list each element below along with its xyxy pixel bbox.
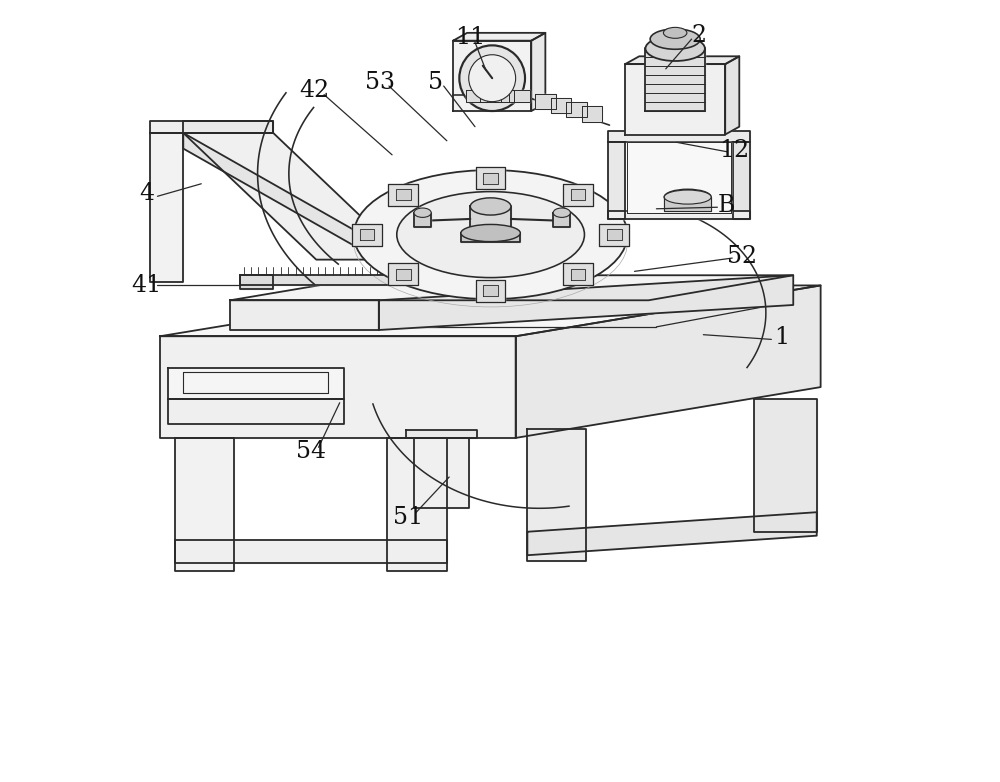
Ellipse shape	[664, 190, 711, 204]
Polygon shape	[527, 512, 817, 555]
Polygon shape	[476, 280, 505, 302]
Polygon shape	[183, 133, 406, 275]
Ellipse shape	[461, 224, 520, 242]
Polygon shape	[563, 184, 593, 206]
Polygon shape	[414, 213, 431, 227]
Polygon shape	[387, 438, 447, 571]
Polygon shape	[240, 275, 406, 285]
Circle shape	[459, 45, 525, 111]
Polygon shape	[396, 189, 411, 200]
Polygon shape	[396, 269, 411, 280]
Text: 51: 51	[393, 506, 423, 529]
Polygon shape	[466, 90, 487, 102]
Text: 52: 52	[727, 245, 757, 268]
Polygon shape	[483, 173, 498, 184]
Text: 2: 2	[692, 23, 707, 47]
Polygon shape	[183, 133, 406, 260]
Polygon shape	[531, 33, 545, 111]
Polygon shape	[625, 64, 725, 135]
Polygon shape	[168, 399, 344, 424]
Polygon shape	[388, 184, 418, 206]
Polygon shape	[470, 206, 511, 235]
Polygon shape	[516, 285, 821, 438]
Text: 11: 11	[455, 26, 485, 49]
Text: B: B	[718, 194, 735, 217]
Polygon shape	[566, 102, 587, 117]
Polygon shape	[453, 41, 531, 111]
Polygon shape	[160, 285, 821, 336]
Polygon shape	[406, 430, 477, 438]
Polygon shape	[551, 98, 571, 113]
Polygon shape	[582, 106, 602, 122]
Text: 12: 12	[719, 138, 750, 162]
Polygon shape	[168, 368, 344, 399]
Polygon shape	[509, 90, 530, 102]
Polygon shape	[175, 540, 447, 563]
Ellipse shape	[553, 208, 570, 217]
Polygon shape	[645, 48, 705, 111]
Ellipse shape	[663, 27, 687, 38]
Polygon shape	[160, 336, 516, 438]
Polygon shape	[360, 229, 374, 240]
Polygon shape	[563, 264, 593, 285]
Polygon shape	[240, 275, 273, 289]
Polygon shape	[175, 438, 234, 571]
Polygon shape	[150, 133, 183, 282]
Polygon shape	[414, 438, 469, 508]
Polygon shape	[230, 300, 379, 330]
Text: 54: 54	[296, 440, 326, 464]
Text: 4: 4	[139, 182, 154, 206]
Polygon shape	[733, 142, 750, 219]
Polygon shape	[150, 121, 273, 133]
Polygon shape	[183, 372, 328, 393]
Polygon shape	[608, 142, 625, 219]
Polygon shape	[453, 33, 545, 41]
Polygon shape	[494, 90, 514, 102]
Polygon shape	[625, 56, 739, 64]
Ellipse shape	[664, 189, 711, 205]
Polygon shape	[553, 213, 570, 227]
Ellipse shape	[470, 198, 511, 215]
Polygon shape	[664, 197, 711, 211]
Polygon shape	[461, 233, 520, 242]
Ellipse shape	[650, 29, 700, 49]
Polygon shape	[483, 285, 498, 296]
Text: 41: 41	[131, 274, 162, 297]
Polygon shape	[607, 229, 622, 240]
Polygon shape	[608, 131, 750, 142]
Polygon shape	[527, 429, 586, 561]
Text: 42: 42	[300, 79, 330, 102]
Polygon shape	[571, 189, 585, 200]
Polygon shape	[599, 224, 629, 246]
Ellipse shape	[354, 170, 627, 299]
Polygon shape	[230, 275, 793, 300]
Polygon shape	[571, 269, 585, 280]
Circle shape	[469, 55, 516, 102]
Polygon shape	[627, 142, 731, 213]
Polygon shape	[480, 90, 501, 102]
Polygon shape	[608, 211, 750, 219]
Polygon shape	[379, 275, 793, 330]
Text: 1: 1	[774, 326, 789, 350]
Text: 5: 5	[428, 70, 443, 94]
Polygon shape	[754, 399, 817, 532]
Polygon shape	[388, 264, 418, 285]
Polygon shape	[183, 121, 273, 133]
Ellipse shape	[397, 192, 584, 278]
Text: 53: 53	[365, 70, 395, 94]
Polygon shape	[725, 56, 739, 135]
Polygon shape	[476, 167, 505, 189]
Ellipse shape	[414, 208, 431, 217]
Ellipse shape	[645, 36, 705, 61]
Polygon shape	[352, 224, 382, 246]
Polygon shape	[535, 94, 556, 109]
